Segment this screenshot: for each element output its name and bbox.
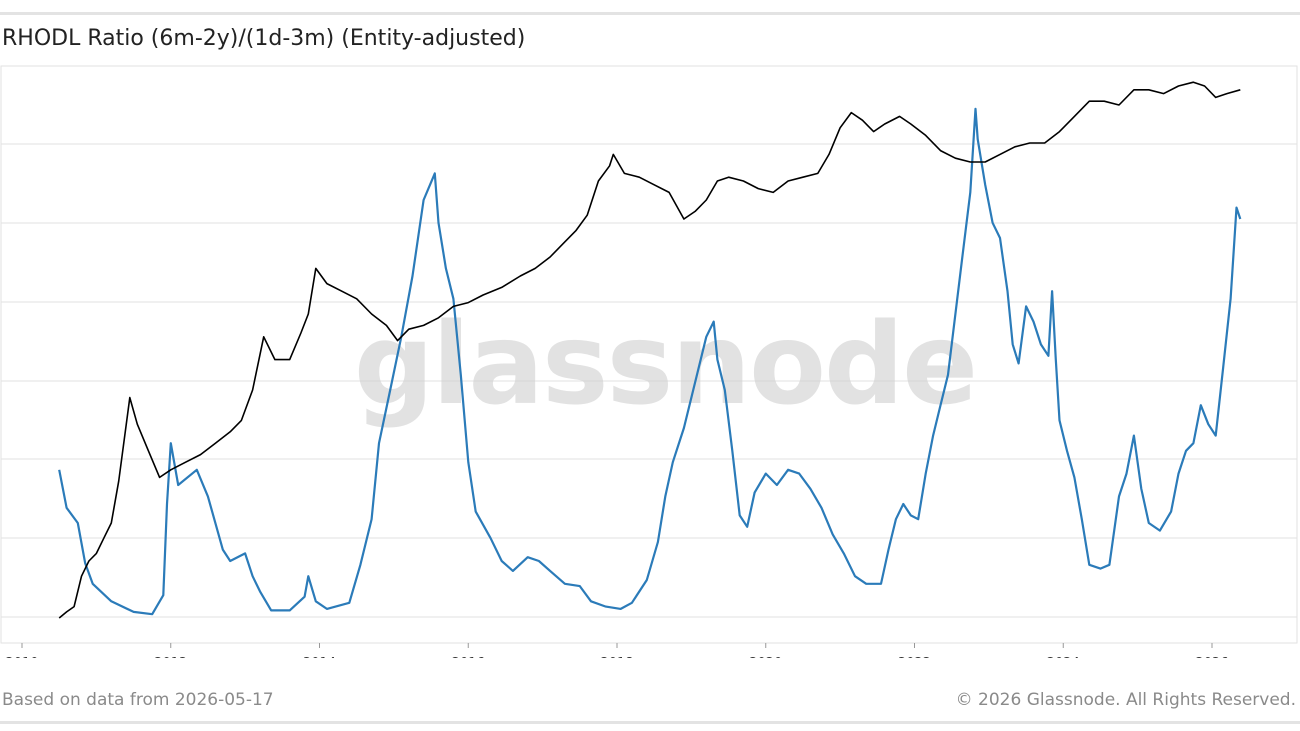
x-tick-label-2014: 2014 [303, 656, 336, 658]
chart-title: RHODL Ratio (6m-2y)/(1d-3m) (Entity-adju… [2, 26, 526, 51]
price-line [58, 81, 1241, 619]
x-axis: 2010 2012 2014 2016 2018 2020 2022 2024 2026 [5, 643, 1229, 658]
data-date-note: Based on data from 2026-05-17 [2, 690, 274, 710]
rhodl-ratio-line [58, 107, 1242, 616]
x-tick-label-2012: 2012 [154, 656, 187, 658]
x-tick-label-2022: 2022 [898, 656, 931, 658]
x-tick-label-2026: 2026 [1195, 656, 1228, 658]
rhodl-chart[interactable]: glassnode 201020122014201620182020202220… [0, 58, 1300, 658]
x-tick-label-2016: 2016 [452, 656, 485, 658]
bottom-divider [0, 721, 1300, 724]
glassnode-watermark: glassnode [354, 300, 976, 430]
x-tick-label-2024: 2024 [1047, 656, 1080, 658]
copyright-notice: © 2026 Glassnode. All Rights Reserved. [955, 690, 1296, 710]
x-tick-label-2020: 2020 [749, 656, 782, 658]
x-tick-label-2010: 2010 [5, 656, 38, 658]
plot-frame [0, 65, 1298, 644]
chart-gridlines [0, 65, 1298, 644]
series-layer [58, 81, 1242, 619]
top-divider [0, 12, 1300, 15]
x-tick-label-2018: 2018 [600, 656, 633, 658]
